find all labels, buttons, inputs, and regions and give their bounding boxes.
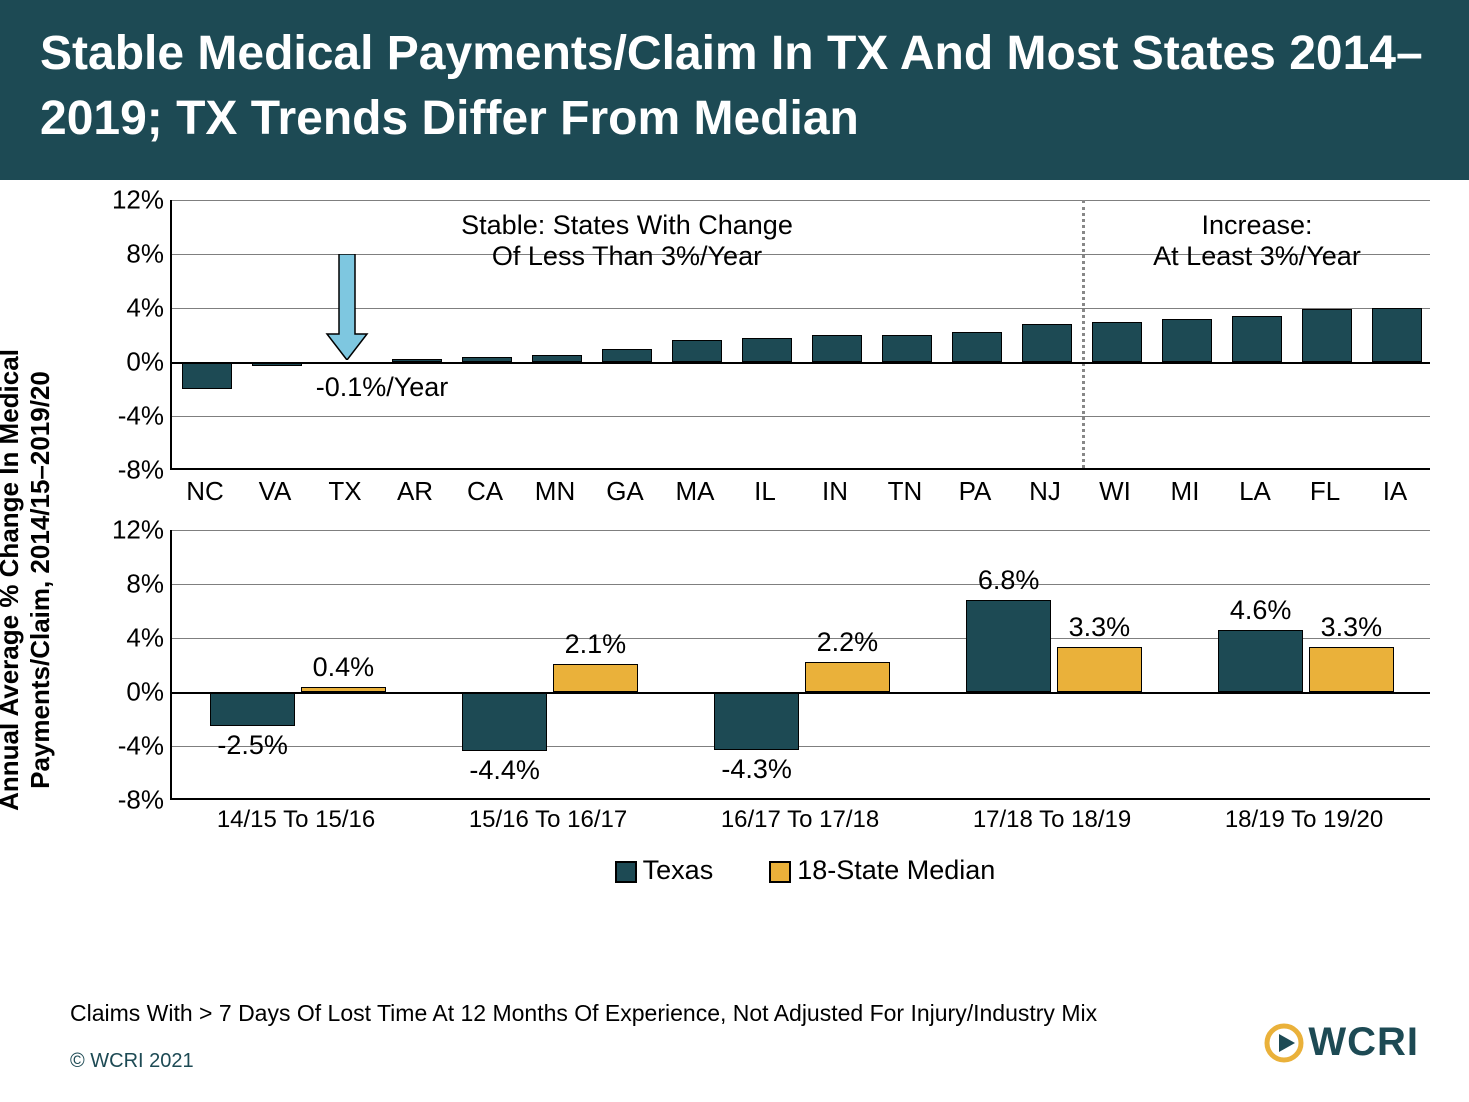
state-bar (742, 338, 792, 362)
y-tick-label: -4% (82, 731, 172, 762)
charts-area: Annual Average % Change In Medical Payme… (70, 200, 1440, 960)
period-label: 15/16 To 16/17 (428, 806, 667, 834)
state-label: VA (259, 476, 292, 507)
state-bar (882, 335, 932, 362)
state-label: LA (1239, 476, 1271, 507)
chart-states-categories: NC VA TX AR CA MN GA MA IL IN TN PA NJ WI MI LA FL IA (170, 470, 1430, 515)
state-bar (602, 349, 652, 363)
state-bar (952, 332, 1002, 362)
legend-item: 18-State Median (769, 855, 995, 885)
period-label: 16/17 To 17/18 (680, 806, 919, 834)
bar-value-label: 2.2% (817, 627, 879, 658)
title-bar: Stable Medical Payments/Claim In TX And … (0, 0, 1469, 180)
trend-bar (1057, 647, 1143, 692)
bar-value-label: 3.3% (1321, 612, 1383, 643)
legend-label: Texas (643, 855, 714, 885)
state-bar (1302, 309, 1352, 362)
annotation-increase: Increase:At Least 3%/Year (1057, 210, 1457, 272)
arrow-down-icon (325, 254, 369, 365)
state-label: MN (535, 476, 575, 507)
chart-trend-categories: 14/15 To 15/16 15/16 To 16/17 16/17 To 17/… (170, 800, 1430, 845)
chart-trend: -8%-4%0%4%8%12%-2.5%0.4%-4.4%2.1%-4.3%2.… (170, 530, 1430, 800)
legend-item: Texas (615, 855, 714, 885)
state-bar (182, 362, 232, 389)
state-bar (812, 335, 862, 362)
state-label: CA (467, 476, 503, 507)
bar-value-label: 2.1% (565, 629, 627, 660)
trend-bar (462, 692, 548, 751)
y-tick-label: 4% (82, 293, 172, 324)
state-label: IN (822, 476, 848, 507)
y-axis-label: Annual Average % Change In Medical Payme… (0, 230, 56, 930)
trend-bar (1309, 647, 1395, 692)
bar-value-label: -4.3% (721, 754, 792, 785)
state-bar (1372, 308, 1422, 362)
state-label: WI (1099, 476, 1131, 507)
period-label: 17/18 To 18/19 (932, 806, 1171, 834)
state-label: IA (1383, 476, 1408, 507)
state-label: PA (959, 476, 992, 507)
trend-bar (714, 692, 800, 750)
trend-bar (210, 692, 296, 726)
copyright: © WCRI 2021 (70, 1050, 194, 1073)
y-tick-label: 12% (82, 515, 172, 546)
state-label: MI (1171, 476, 1200, 507)
y-tick-label: 12% (82, 185, 172, 216)
y-tick-label: 0% (82, 347, 172, 378)
bar-value-label: -2.5% (217, 730, 288, 761)
state-label: AR (397, 476, 433, 507)
y-tick-label: 8% (82, 569, 172, 600)
state-label: NC (186, 476, 224, 507)
gridline (172, 584, 1430, 585)
state-bar (1232, 316, 1282, 362)
trend-bar (1218, 630, 1304, 692)
legend-swatch (769, 861, 791, 883)
gridline (172, 530, 1430, 531)
bar-value-label: 6.8% (978, 565, 1040, 596)
state-label: GA (606, 476, 644, 507)
state-label: FL (1310, 476, 1340, 507)
state-label: TX (328, 476, 361, 507)
bar-value-label: -4.4% (469, 755, 540, 786)
gridline (172, 200, 1430, 201)
state-bar (1162, 319, 1212, 362)
state-label: TN (888, 476, 923, 507)
trend-bar (805, 662, 891, 692)
state-bar (1022, 324, 1072, 362)
period-label: 18/19 To 19/20 (1184, 806, 1423, 834)
state-bar (532, 355, 582, 362)
period-label: 14/15 To 15/16 (176, 806, 415, 834)
state-label: NJ (1029, 476, 1061, 507)
logo: WCRI (1264, 1020, 1419, 1065)
y-tick-label: 0% (82, 677, 172, 708)
legend-swatch (615, 861, 637, 883)
bar-value-label: 3.3% (1069, 612, 1131, 643)
logo-text: WCRI (1308, 1020, 1419, 1065)
state-bar (1092, 322, 1142, 363)
gridline (172, 416, 1430, 417)
y-tick-label: 8% (82, 239, 172, 270)
state-label: MA (676, 476, 715, 507)
footnote: Claims With > 7 Days Of Lost Time At 12 … (70, 1000, 1097, 1027)
trend-bar (966, 600, 1052, 692)
y-tick-label: -4% (82, 401, 172, 432)
annotation-stable: Stable: States With ChangeOf Less Than 3… (377, 210, 877, 272)
bar-value-label: 0.4% (313, 652, 375, 683)
y-tick-label: -8% (82, 785, 172, 816)
logo-play-icon (1264, 1023, 1304, 1063)
y-tick-label: -8% (82, 455, 172, 486)
legend: Texas 18-State Median (170, 855, 1440, 886)
chart-states: -8%-4%0%4%8%12%Stable: States With Chang… (170, 200, 1430, 470)
baseline (172, 692, 1430, 694)
callout-text: -0.1%/Year (316, 372, 449, 403)
bar-value-label: 4.6% (1230, 595, 1292, 626)
state-label: IL (754, 476, 776, 507)
trend-bar (553, 664, 639, 692)
gridline (172, 746, 1430, 747)
state-bar (672, 340, 722, 362)
legend-label: 18-State Median (797, 855, 995, 885)
page-title: Stable Medical Payments/Claim In TX And … (40, 27, 1423, 145)
y-tick-label: 4% (82, 623, 172, 654)
